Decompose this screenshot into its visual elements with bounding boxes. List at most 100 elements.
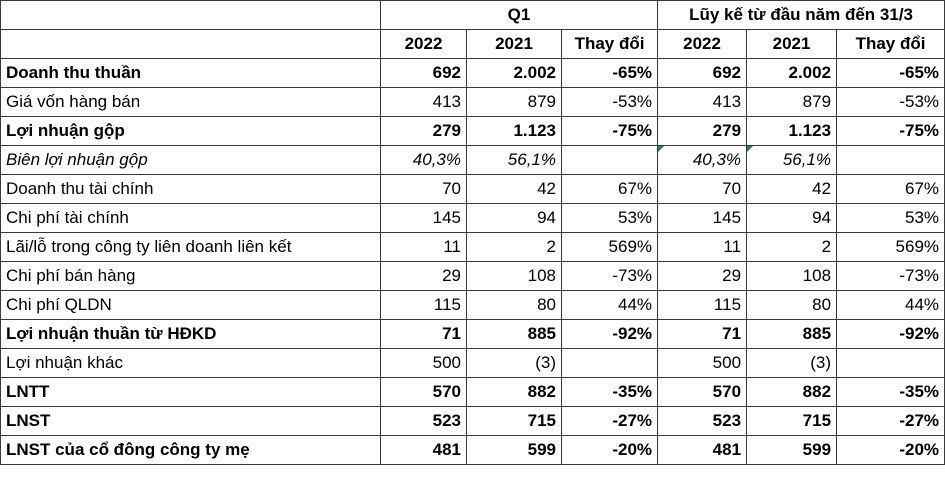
cell-ytd-2022: 71	[657, 319, 748, 349]
cell-q1-2021: 2	[466, 232, 562, 262]
row-label: Doanh thu tài chính	[0, 174, 381, 204]
cell-ytd-2021: 885	[746, 319, 838, 349]
cell-q1-2021: 94	[466, 203, 562, 233]
table-row: Doanh thu thuần 692 2.002 -65% 692 2.002 -65%	[0, 58, 945, 88]
cell-q1-2021: 1.123	[466, 116, 562, 146]
cell-q1-2022: 523	[380, 406, 467, 436]
header-group-ytd: Lũy kế từ đầu năm đến 31/3	[657, 0, 945, 30]
cell-ytd-2022: 523	[657, 406, 748, 436]
cell-q1-2021: 80	[466, 290, 562, 320]
cell-ytd-2021: 94	[746, 203, 838, 233]
cell-q1-2022: 500	[380, 348, 467, 378]
cell-q1-2022: 570	[380, 377, 467, 407]
cell-ytd-2021: 2.002	[746, 58, 838, 88]
table-row: Doanh thu tài chính 70 42 67% 70 42 67%	[0, 174, 945, 204]
cell-ytd-2021: (3)	[746, 348, 838, 378]
row-label: Biên lợi nhuận gộp	[0, 145, 381, 175]
cell-q1-change: 67%	[560, 174, 659, 204]
cell-q1-change: -65%	[560, 58, 659, 88]
cell-q1-2022: 145	[380, 203, 467, 233]
cell-q1-change: -35%	[560, 377, 659, 407]
cell-ytd-change: -53%	[836, 87, 945, 117]
cell-q1-change: -53%	[560, 87, 659, 117]
cell-ytd-2021: 108	[746, 261, 838, 291]
cell-ytd-change: -20%	[836, 435, 945, 465]
cell-ytd-2022: 70	[657, 174, 748, 204]
cell-ytd-2022: 692	[657, 58, 748, 88]
header-ytd-2022: 2022	[657, 29, 748, 59]
cell-q1-2022: 40,3%	[380, 145, 467, 175]
cell-ytd-2021: 42	[746, 174, 838, 204]
cell-q1-2021: 879	[466, 87, 562, 117]
cell-q1-change: 569%	[560, 232, 659, 262]
header-group-row: Q1 Lũy kế từ đầu năm đến 31/3	[0, 0, 945, 30]
header-q1-change: Thay đổi	[560, 29, 659, 59]
header-group-q1: Q1	[379, 0, 659, 30]
row-label: Chi phí bán hàng	[0, 261, 381, 291]
cell-ytd-change: -75%	[836, 116, 945, 146]
cell-ytd-2022: 11	[657, 232, 748, 262]
table-row: Giá vốn hàng bán 413 879 -53% 413 879 -53%	[0, 87, 945, 117]
cell-ytd-2022: 145	[657, 203, 748, 233]
cell-q1-2021: (3)	[466, 348, 562, 378]
cell-ytd-change: -92%	[836, 319, 945, 349]
row-label: Giá vốn hàng bán	[0, 87, 381, 117]
cell-q1-2021: 885	[466, 319, 562, 349]
cell-q1-2021: 882	[466, 377, 562, 407]
header-column-row: 2022 2021 Thay đổi 2022 2021 Thay đổi	[0, 29, 945, 59]
header-ytd-2021: 2021	[746, 29, 838, 59]
cell-q1-change: -27%	[560, 406, 659, 436]
row-label: LNTT	[0, 377, 381, 407]
cell-ytd-change: 67%	[836, 174, 945, 204]
cell-ytd-2022: 413	[657, 87, 748, 117]
cell-ytd-change: 53%	[836, 203, 945, 233]
table-row: Chi phí bán hàng 29 108 -73% 29 108 -73%	[0, 261, 945, 291]
cell-q1-change: 44%	[560, 290, 659, 320]
cell-q1-2022: 413	[380, 87, 467, 117]
cell-ytd-2021: 879	[746, 87, 838, 117]
row-label: Doanh thu thuần	[0, 58, 381, 88]
row-label: LNST của cổ đông công ty mẹ	[0, 435, 381, 465]
header-ytd-change: Thay đổi	[836, 29, 945, 59]
cell-ytd-2022: 500	[657, 348, 748, 378]
cell-ytd-2022: 40,3%	[657, 145, 748, 175]
cell-ytd-2021: 715	[746, 406, 838, 436]
table-row: Chi phí tài chính 145 94 53% 145 94 53%	[0, 203, 945, 233]
header-q1-2021: 2021	[466, 29, 562, 59]
cell-ytd-2021: 80	[746, 290, 838, 320]
cell-ytd-change: 569%	[836, 232, 945, 262]
row-label: Chi phí QLDN	[0, 290, 381, 320]
cell-q1-2021: 599	[466, 435, 562, 465]
cell-ytd-2021: 1.123	[746, 116, 838, 146]
cell-ytd-2022: 279	[657, 116, 748, 146]
header-corner-cell	[0, 0, 381, 30]
cell-q1-2021: 715	[466, 406, 562, 436]
cell-ytd-2022: 115	[657, 290, 748, 320]
table-row: LNTT 570 882 -35% 570 882 -35%	[0, 377, 945, 407]
cell-q1-2022: 115	[380, 290, 467, 320]
header-label-cell	[0, 29, 381, 59]
cell-q1-2021: 42	[466, 174, 562, 204]
cell-ytd-change: -35%	[836, 377, 945, 407]
cell-ytd-change	[836, 348, 945, 378]
row-label: Lợi nhuận thuần từ HĐKD	[0, 319, 381, 349]
cell-q1-2021: 56,1%	[466, 145, 562, 175]
cell-q1-2021: 2.002	[466, 58, 562, 88]
table-row: Chi phí QLDN 115 80 44% 115 80 44%	[0, 290, 945, 320]
cell-q1-change: -92%	[560, 319, 659, 349]
cell-ytd-change: -27%	[836, 406, 945, 436]
cell-q1-2022: 692	[380, 58, 467, 88]
cell-ytd-2021: 599	[746, 435, 838, 465]
cell-ytd-change: -73%	[836, 261, 945, 291]
row-label: Chi phí tài chính	[0, 203, 381, 233]
cell-ytd-2021: 2	[746, 232, 838, 262]
cell-ytd-change: -65%	[836, 58, 945, 88]
cell-q1-2022: 29	[380, 261, 467, 291]
cell-ytd-2022: 29	[657, 261, 748, 291]
cell-ytd-2021: 56,1%	[746, 145, 838, 175]
cell-q1-2022: 481	[380, 435, 467, 465]
row-label: Lãi/lỗ trong công ty liên doanh liên kết	[0, 232, 381, 262]
cell-q1-change: -75%	[560, 116, 659, 146]
cell-q1-2022: 70	[380, 174, 467, 204]
table-row: Lãi/lỗ trong công ty liên doanh liên kết…	[0, 232, 945, 262]
